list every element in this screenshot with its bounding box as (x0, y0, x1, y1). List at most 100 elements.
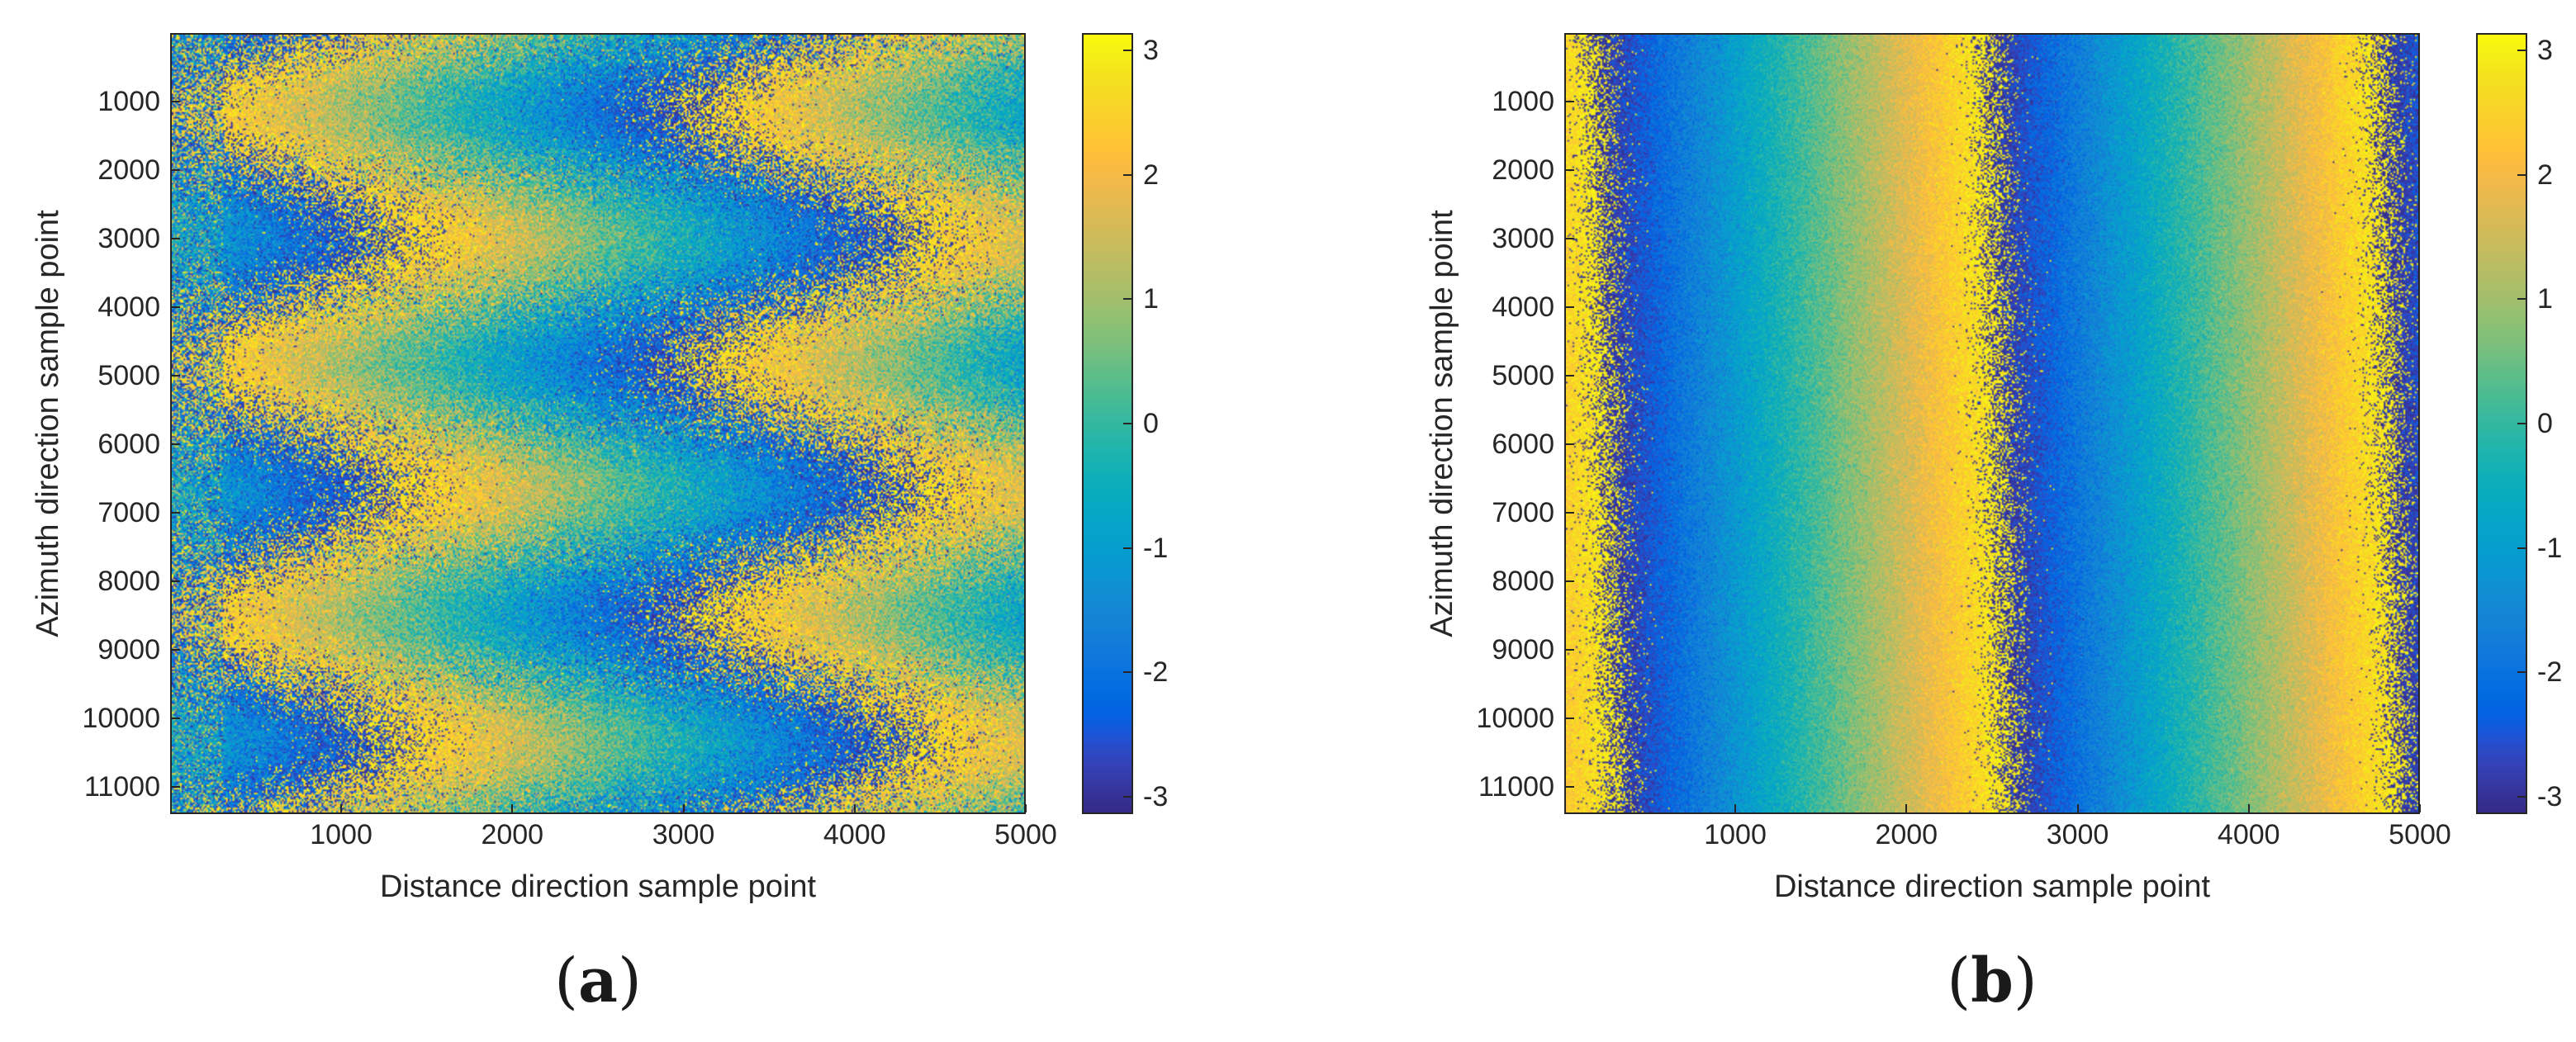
colorbar-tick-label: -1 (1143, 532, 1169, 564)
y-tick-mark (1566, 511, 1574, 514)
y-tick-label: 2000 (1492, 154, 1554, 186)
y-tick-label: 1000 (1492, 85, 1554, 117)
x-tick-label: 3000 (2046, 819, 2109, 850)
x-tick-mark (2076, 804, 2079, 812)
y-tick-label: 7000 (97, 496, 160, 528)
y-tick-mark (172, 511, 180, 514)
panel-label-a: (a) (554, 945, 642, 1016)
heatmap-canvas-a (172, 35, 1024, 812)
y-tick-label: 5000 (1492, 359, 1554, 391)
x-tick-mark (1734, 804, 1737, 812)
y-tick-label: 11000 (1478, 770, 1554, 803)
y-tick-mark (1566, 374, 1574, 377)
colorbar-tick-mark (1123, 50, 1131, 52)
colorbar-tick-label: 2 (2537, 159, 2553, 191)
x-tick-mark (1905, 804, 1908, 812)
x-tick-label: 3000 (652, 819, 715, 850)
y-tick-mark (172, 785, 180, 788)
x-tick-mark (682, 804, 685, 812)
heatmap-b (1564, 33, 2420, 814)
y-tick-label: 2000 (97, 154, 160, 186)
y-tick-mark (1566, 443, 1574, 445)
heatmap-a (170, 33, 1026, 814)
colorbar-tick-mark (2517, 671, 2526, 674)
colorbar-tick-label: -1 (2537, 532, 2563, 564)
y-tick-mark (1566, 580, 1574, 582)
colorbar-tick-label: 1 (1143, 283, 1159, 315)
y-tick-label: 10000 (82, 702, 160, 734)
y-tick-mark (172, 168, 180, 171)
y-tick-mark (1566, 100, 1574, 102)
x-tick-label: 5000 (2389, 819, 2451, 850)
x-tick-mark (340, 804, 343, 812)
y-tick-label: 4000 (1492, 291, 1554, 323)
x-tick-label: 2000 (1875, 819, 1938, 850)
y-tick-mark (172, 305, 180, 308)
y-tick-mark (1566, 237, 1574, 239)
panel-letter-b: b (1971, 945, 2014, 1016)
x-tick-label: 2000 (481, 819, 544, 850)
colorbar-tick-mark (2517, 795, 2526, 798)
colorbar-tick-mark (1123, 423, 1131, 424)
panel-b: 1000 2000 3000 4000 5000 1000 2000 3000 4000 500… (1394, 0, 2576, 1042)
x-tick-label: 1000 (1704, 819, 1767, 850)
ylabel-a: Azimuth direction sample point (31, 210, 65, 637)
y-tick-mark (172, 374, 180, 377)
y-tick-label: 1000 (97, 85, 160, 117)
colorbar-tick-label: -3 (2537, 780, 2563, 812)
x-tick-mark (511, 804, 514, 812)
colorbar-tick-mark (2517, 423, 2526, 424)
colorbar-tick-label: 3 (1143, 35, 1159, 67)
y-tick-mark (1566, 785, 1574, 788)
y-tick-label: 3000 (97, 222, 160, 254)
y-tick-mark (172, 717, 180, 719)
colorbar-tick-mark (2517, 298, 2526, 301)
colorbar-tick-mark (1123, 298, 1131, 301)
y-tick-label: 9000 (97, 633, 160, 665)
colorbar-tick-label: -3 (1143, 780, 1169, 812)
colorbar-tick-mark (1123, 795, 1131, 798)
colorbar-tick-mark (1123, 547, 1131, 549)
y-tick-label: 8000 (1492, 565, 1554, 597)
y-tick-mark (172, 648, 180, 651)
x-tick-label: 4000 (823, 819, 886, 850)
y-tick-mark (1566, 168, 1574, 171)
x-tick-mark (853, 804, 856, 812)
y-tick-label: 10000 (1476, 702, 1554, 734)
xlabel-a: Distance direction sample point (379, 869, 817, 904)
colorbar-tick-label: 0 (2537, 408, 2553, 439)
x-tick-label: 1000 (310, 819, 372, 850)
colorbar-tick-label: 1 (2537, 283, 2553, 315)
colorbar-tick-mark (2517, 547, 2526, 549)
y-tick-label: 5000 (97, 359, 160, 391)
y-tick-label: 6000 (97, 428, 160, 460)
y-tick-mark (1566, 305, 1574, 308)
panel-a: 1000 2000 3000 4000 5000 1000 2000 3000 4000 500… (31, 33, 1169, 1016)
colorbar-tick-label: -2 (2537, 656, 2563, 689)
y-tick-mark (172, 237, 180, 239)
ylabel-b: Azimuth direction sample point (1425, 210, 1459, 637)
y-tick-label: 7000 (1492, 496, 1554, 528)
y-tick-label: 6000 (1492, 428, 1554, 460)
panel-label-b: (b) (1947, 945, 2038, 1016)
colorbar-tick-mark (1123, 671, 1131, 674)
heatmap-canvas-b (1566, 35, 2418, 812)
colorbar-tick-mark (1123, 173, 1131, 176)
panel-letter-a: a (578, 945, 618, 1016)
x-tick-label: 5000 (994, 819, 1057, 850)
x-tick-mark (2419, 804, 2421, 812)
y-tick-label: 4000 (97, 291, 160, 323)
y-tick-label: 3000 (1492, 222, 1554, 254)
x-tick-mark (1025, 804, 1027, 812)
y-tick-mark (1566, 648, 1574, 651)
y-tick-mark (172, 580, 180, 582)
x-tick-label: 4000 (2217, 819, 2280, 850)
x-tick-mark (2247, 804, 2250, 812)
y-tick-label: 9000 (1492, 633, 1554, 665)
y-tick-label: 11000 (83, 770, 160, 803)
colorbar-tick-label: -2 (1143, 656, 1169, 689)
y-tick-label: 8000 (97, 565, 160, 597)
colorbar-tick-label: 2 (1143, 159, 1159, 191)
colorbar-tick-mark (2517, 50, 2526, 52)
colorbar-tick-mark (2517, 173, 2526, 176)
